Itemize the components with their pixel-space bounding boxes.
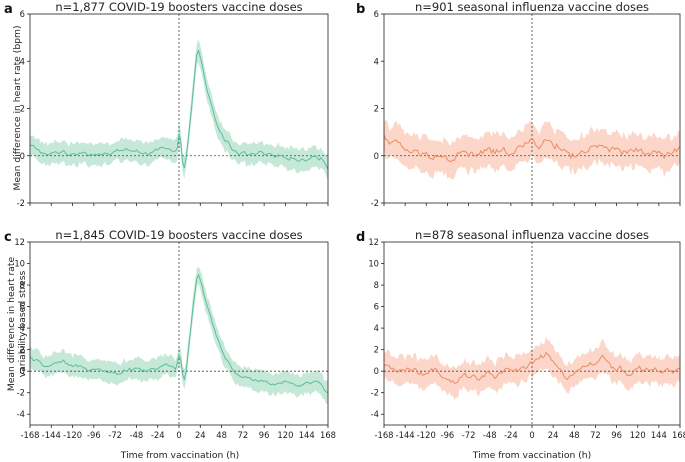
y-tick-label: 10: [368, 259, 379, 269]
x-tick-label: 120: [630, 430, 646, 440]
confidence-band-c: [30, 266, 328, 405]
y-tick-label: 6: [374, 302, 379, 312]
x-tick-label: 120: [277, 430, 293, 440]
y-tick-label: 4: [20, 323, 25, 333]
x-tick-label: -144: [42, 430, 61, 440]
panel-title-b: n=901 seasonal influenza vaccine doses: [415, 0, 649, 14]
y-tick-label: 6: [20, 9, 25, 19]
x-tick-label: -96: [87, 430, 101, 440]
y-tick-label: 8: [20, 280, 25, 290]
x-tick-label: -24: [504, 430, 518, 440]
mean-line-a: [30, 49, 329, 170]
panel-title-a: n=1,877 COVID-19 boosters vaccine doses: [55, 0, 302, 14]
x-tick-label: 168: [320, 430, 336, 440]
y-tick-label: 2: [20, 345, 25, 355]
x-tick-label: -168: [20, 430, 39, 440]
y-tick-label: 0: [374, 151, 379, 161]
x-tick-label: 72: [590, 430, 601, 440]
plot-frame-d: [383, 241, 681, 426]
y-tick-label: -2: [371, 198, 379, 208]
x-tick-label: 96: [611, 430, 622, 440]
x-tick-label: 0: [529, 430, 534, 440]
x-tick-label: 144: [299, 430, 315, 440]
x-tick-label: 48: [216, 430, 227, 440]
x-tick-label: 96: [259, 430, 270, 440]
y-tick-label: 6: [20, 302, 25, 312]
panel-letter-a: a: [4, 2, 13, 17]
x-tick-label: 24: [195, 430, 206, 440]
y-tick-label: 8: [374, 280, 379, 290]
confidence-band-d: [384, 336, 680, 400]
y-tick-label: 2: [20, 104, 25, 114]
y-tick-label: 12: [14, 237, 25, 247]
x-axis-label-right: Time from vaccination (h): [472, 450, 591, 461]
x-tick-label: -48: [483, 430, 497, 440]
x-tick-label: 144: [651, 430, 667, 440]
y-tick-label: 4: [20, 56, 25, 66]
x-tick-label: -120: [63, 430, 82, 440]
x-tick-label: -168: [374, 430, 393, 440]
y-tick-label: 12: [368, 237, 379, 247]
y-tick-label: 4: [374, 323, 379, 333]
y-tick-label: 0: [20, 151, 25, 161]
x-tick-label: -144: [396, 430, 415, 440]
x-tick-label: 72: [238, 430, 249, 440]
panel-a: -2 0 2 4 6 n=1,877 COVID-19 boosters vaccine …: [4, 0, 329, 208]
y-tick-label: -2: [371, 388, 379, 398]
x-axis-label-left: Time from vaccination (h): [120, 450, 239, 461]
confidence-band-b: [384, 119, 680, 180]
y-tick-label: -4: [17, 409, 25, 419]
y-tick-label: 2: [374, 345, 379, 355]
y-tick-label: 0: [20, 366, 25, 376]
x-tick-label: -72: [462, 430, 476, 440]
panel-title-d: n=878 seasonal influenza vaccine doses: [415, 228, 649, 242]
x-tick-label: -120: [417, 430, 436, 440]
y-tick-label: 0: [374, 366, 379, 376]
y-axis-label-top: Mean difference in heart rate (bpm): [12, 25, 23, 190]
panel-letter-d: d: [356, 230, 365, 245]
y-tick-label: 6: [374, 9, 379, 19]
panel-b: -2 0 2 4 6 n=901 seasonal influenza vaccine d…: [356, 0, 681, 208]
y-tick-label: 10: [14, 259, 25, 269]
confidence-band-a: [30, 39, 328, 182]
y-tick-label: -4: [371, 409, 379, 419]
x-tick-label: -72: [108, 430, 122, 440]
y-tick-label: 2: [374, 104, 379, 114]
panel-letter-c: c: [4, 230, 12, 245]
panel-title-c: n=1,845 COVID-19 boosters vaccine doses: [55, 228, 302, 242]
x-tick-label: 0: [176, 430, 181, 440]
x-tick-label: 168: [672, 430, 685, 440]
y-axis-label-bottom-line2: variability-based stress: [17, 271, 28, 378]
panel-letter-b: b: [356, 2, 365, 17]
plot-frame-c: [29, 241, 329, 426]
y-tick-label: -2: [17, 388, 25, 398]
x-tick-label: -24: [151, 430, 165, 440]
mean-line-b: [383, 134, 681, 163]
y-tick-label: -2: [17, 198, 25, 208]
y-axis-label-bottom-line1: Mean difference in heart rate: [6, 256, 17, 391]
mean-line-c: [29, 273, 329, 394]
x-tick-label: 48: [569, 430, 580, 440]
y-tick-label: 4: [374, 56, 379, 66]
x-tick-label: -96: [441, 430, 455, 440]
x-tick-label: -48: [130, 430, 144, 440]
mean-line-d: [383, 351, 681, 384]
x-tick-label: 24: [548, 430, 559, 440]
